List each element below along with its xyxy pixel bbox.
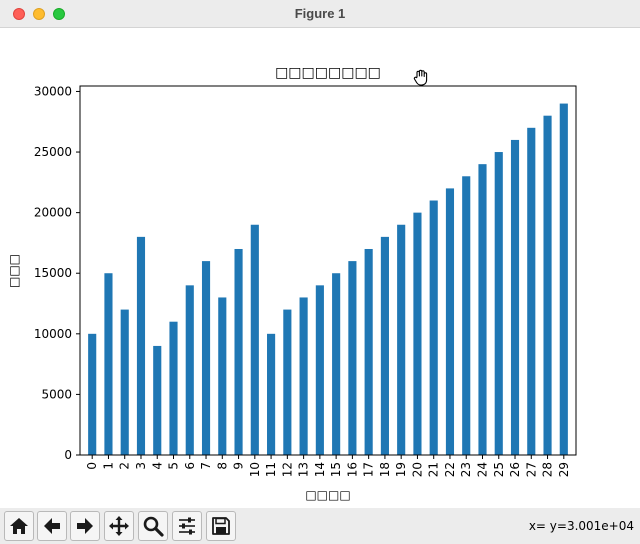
- minimize-window-button[interactable]: [33, 8, 45, 20]
- bars-group: [88, 103, 568, 455]
- bar-10: [250, 224, 259, 455]
- bar-26: [510, 139, 520, 455]
- x-tick-label: 12: [280, 462, 294, 477]
- x-tick-label: 16: [345, 462, 359, 477]
- bar-17: [364, 248, 373, 455]
- close-window-button[interactable]: [13, 8, 25, 20]
- x-tick-label: 1: [101, 462, 115, 470]
- coordinate-readout: x= y=3.001e+04: [528, 519, 634, 533]
- figure-canvas[interactable]: □□□□□□□□ □□□ □□□□ 0 5000 10000 15000 20000 25…: [0, 28, 640, 508]
- bar-5: [169, 321, 178, 455]
- x-tick-label: 9: [232, 462, 246, 470]
- x-tick-label: 6: [183, 462, 197, 470]
- x-tick-label: 18: [378, 462, 392, 477]
- x-tick-label: 26: [508, 462, 522, 477]
- x-tick-label: 22: [443, 462, 457, 477]
- window-title: Figure 1: [294, 6, 346, 21]
- pan-button[interactable]: [104, 511, 134, 541]
- bar-19: [397, 224, 406, 455]
- bar-4: [153, 345, 162, 455]
- x-tick-label: 21: [427, 462, 441, 477]
- bar-25: [494, 152, 503, 455]
- bar-9: [234, 248, 243, 455]
- bar-29: [559, 103, 568, 455]
- x-tick-label: 28: [541, 462, 555, 477]
- bar-7: [201, 261, 211, 455]
- grab-cursor-icon: [411, 68, 431, 92]
- home-button[interactable]: [4, 511, 34, 541]
- x-tick-label: 5: [167, 462, 181, 470]
- x-axis-label: □□□□: [305, 488, 350, 502]
- bar-0: [88, 333, 97, 455]
- bar-12: [283, 309, 292, 455]
- move-icon: [109, 516, 129, 536]
- forward-button[interactable]: [70, 511, 100, 541]
- bar-22: [445, 188, 455, 455]
- sliders-icon: [179, 517, 195, 535]
- bar-27: [527, 127, 536, 455]
- x-tick-label: 4: [150, 462, 164, 470]
- zoom-button[interactable]: [138, 511, 168, 541]
- x-tick-label: 27: [524, 462, 538, 477]
- bar-8: [218, 297, 227, 455]
- x-tick-label: 20: [410, 462, 424, 477]
- bar-21: [429, 200, 438, 455]
- x-tick-label: 14: [313, 462, 327, 477]
- maximize-window-button[interactable]: [53, 8, 65, 20]
- bar-18: [380, 236, 389, 455]
- x-tick-label: 23: [459, 462, 473, 477]
- x-tick-label: 0: [85, 462, 99, 470]
- x-tick-label: 25: [492, 462, 506, 477]
- y-tick-label: 0: [64, 448, 72, 462]
- arrow-left-icon: [44, 518, 60, 534]
- bar-1: [104, 273, 113, 455]
- bar-24: [478, 164, 487, 455]
- x-ticks-group: 0 1 2 3 4 5 6 7 8 9 10 11 12 13 14 15 16 17 18 19 20 21 22 23 24…: [85, 455, 571, 477]
- bar-28: [543, 115, 552, 455]
- x-tick-label: 7: [199, 462, 213, 470]
- bar-20: [413, 212, 422, 455]
- floppy-disk-icon: [212, 517, 230, 535]
- y-tick-label: 5000: [41, 387, 72, 401]
- magnifier-icon: [143, 516, 164, 537]
- x-tick-label: 24: [475, 462, 489, 477]
- bar-16: [348, 261, 357, 455]
- back-button[interactable]: [37, 511, 67, 541]
- y-tick-label: 15000: [34, 266, 72, 280]
- bar-15: [332, 273, 341, 455]
- x-tick-label: 17: [362, 462, 376, 477]
- x-tick-label: 10: [248, 462, 262, 477]
- y-tick-label: 10000: [34, 327, 72, 341]
- y-tick-label: 30000: [34, 84, 72, 98]
- bar-6: [185, 285, 194, 455]
- bar-14: [315, 285, 324, 455]
- bar-2: [120, 309, 129, 455]
- figure-toolbar: x= y=3.001e+04: [0, 508, 640, 544]
- y-tick-label: 20000: [34, 206, 72, 220]
- x-tick-label: 11: [264, 462, 278, 477]
- configure-subplots-button[interactable]: [172, 511, 202, 541]
- bar-23: [462, 176, 471, 455]
- bar-11: [267, 333, 276, 455]
- y-ticks-group: 0 5000 10000 15000 20000 25000 30000: [34, 84, 80, 462]
- bar-3: [136, 236, 146, 455]
- y-axis-label: □□□: [7, 254, 21, 288]
- window-titlebar: Figure 1: [0, 0, 640, 28]
- x-tick-label: 15: [329, 462, 343, 477]
- save-button[interactable]: [206, 511, 236, 541]
- x-tick-label: 2: [118, 462, 132, 470]
- x-tick-label: 3: [134, 462, 148, 470]
- y-tick-label: 25000: [34, 145, 72, 159]
- home-icon: [10, 518, 28, 534]
- x-tick-label: 8: [215, 462, 229, 470]
- chart-title: □□□□□□□□: [275, 65, 381, 81]
- x-tick-label: 19: [394, 462, 408, 477]
- x-tick-label: 29: [557, 462, 571, 477]
- axes-frame: [79, 85, 577, 456]
- x-tick-label: 13: [297, 462, 311, 477]
- arrow-right-icon: [77, 518, 93, 534]
- bar-13: [299, 297, 308, 455]
- bar-chart: □□□□□□□□ □□□ □□□□ 0500010000150002000025…: [7, 65, 577, 502]
